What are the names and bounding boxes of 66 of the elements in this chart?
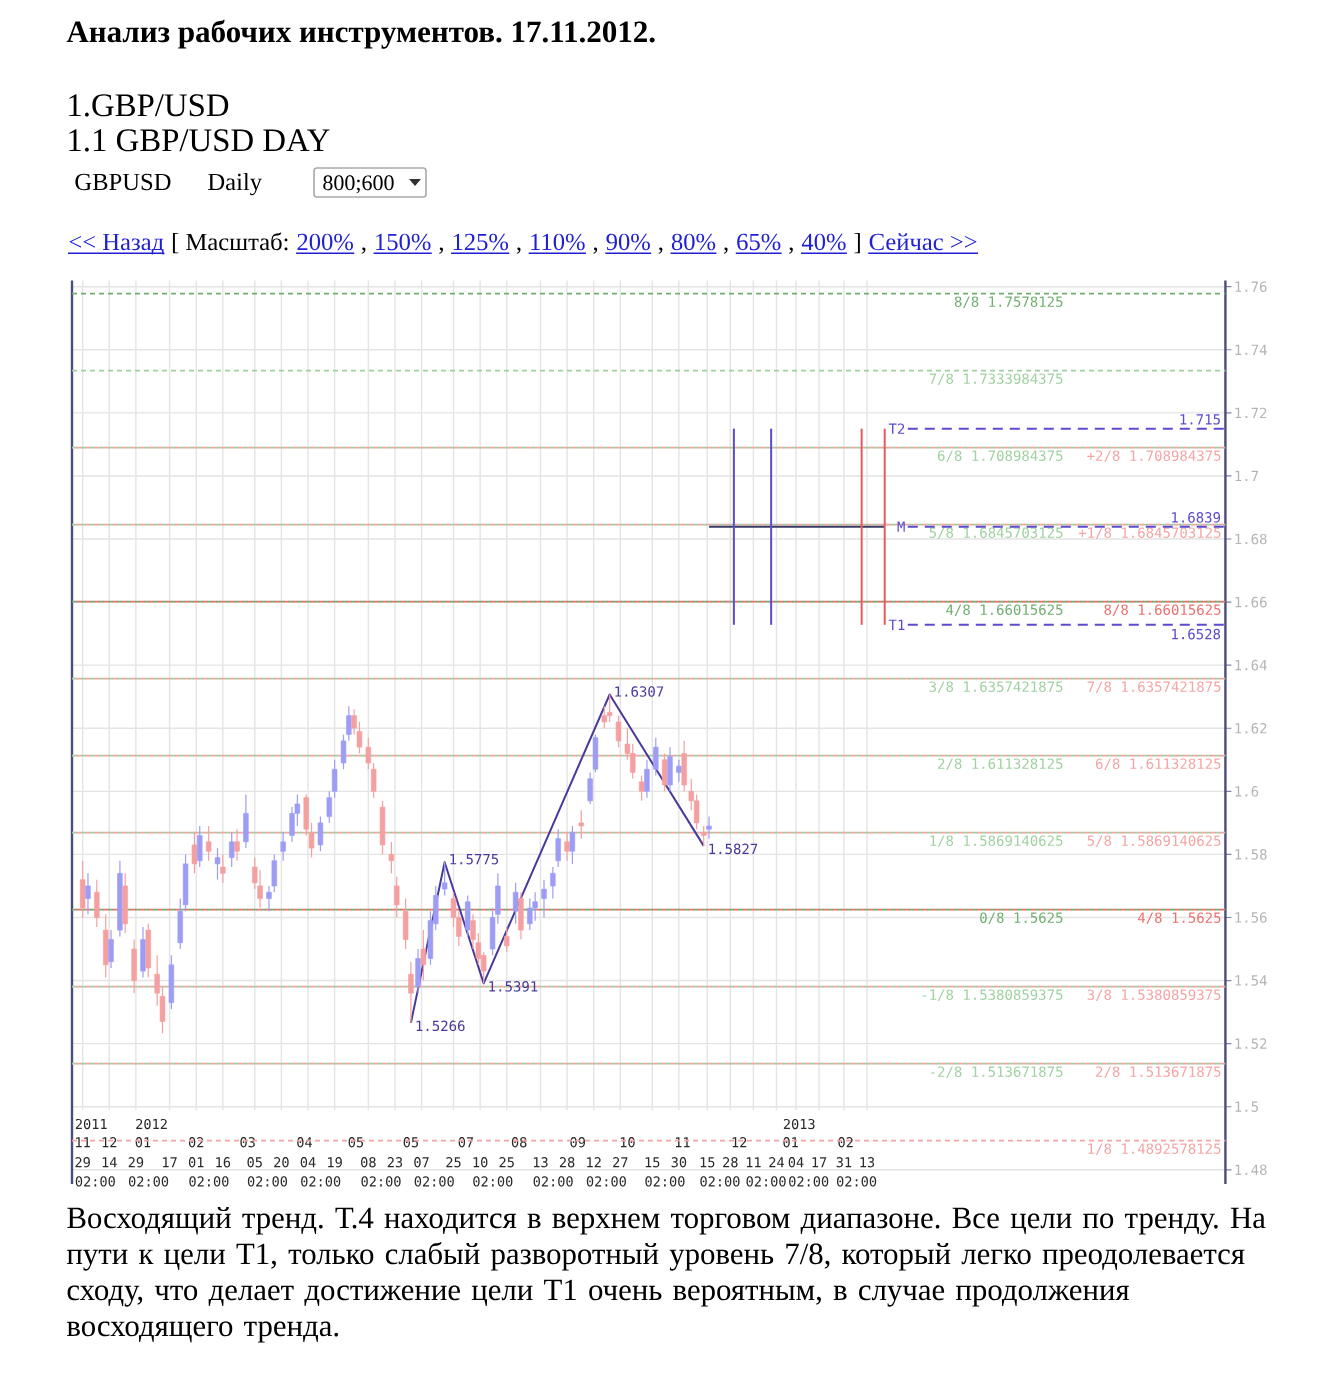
- text: 90%: [606, 233, 650, 251]
- text: 1.1 GBP/USD DAY: [69, 129, 330, 152]
- text: ,: [516, 247, 521, 254]
- text: 200%: [297, 233, 353, 251]
- candlestick: [441, 861, 448, 897]
- text: 110%: [531, 233, 585, 251]
- candlestick: [504, 926, 510, 953]
- candlestick: [108, 929, 114, 969]
- candlestick: [94, 879, 100, 928]
- candlestick: [79, 860, 86, 919]
- candlestick: [532, 891, 538, 922]
- text: 65%: [737, 233, 781, 251]
- text: ,: [439, 247, 443, 254]
- text: ,: [723, 247, 728, 254]
- candlestick: [103, 913, 109, 979]
- text: 125%: [453, 233, 509, 251]
- text: 800;600: [323, 175, 394, 194]
- text: << Назад: [69, 233, 164, 255]
- text: 40%: [801, 233, 846, 251]
- candlestick: [706, 815, 712, 840]
- candlestick: [85, 872, 91, 915]
- candlestick: [145, 923, 151, 979]
- text: ,: [593, 247, 598, 254]
- candlestick: [518, 891, 524, 941]
- text: ,: [361, 247, 366, 254]
- candlestick: [122, 872, 128, 934]
- text: Восходящий тренд. Т.4 находится в верхнем торговом диапазоне. Все цели по тренду. На пути к цели Т1, только слабый разворотный уровень 7/8, который легко преодолевается сходу, что делает достижение цели Т1 очень вероятным, в случае продолжения восходящего тренда.: [66, 1206, 1266, 1343]
- candlestick: [667, 746, 673, 792]
- candlestick: [140, 926, 146, 979]
- candlestick: [402, 897, 409, 950]
- chart-title: Анализ рабочих инструментов. 17.11.2012.: [66, 19, 655, 49]
- text: ,: [789, 247, 793, 254]
- candlestick: [220, 853, 226, 884]
- text: ]: [854, 232, 860, 254]
- text: Сейчас >>: [869, 233, 977, 251]
- line-series: [409, 693, 705, 1024]
- candlestick: [214, 847, 221, 881]
- candlestick: [280, 831, 286, 862]
- candlestick: [420, 929, 427, 982]
- candlestick: [555, 828, 561, 868]
- candlestick: [394, 875, 400, 919]
- candlestick: [606, 693, 613, 723]
- text: 80%: [671, 233, 716, 251]
- candlestick: [512, 882, 519, 925]
- candlestick: [569, 825, 576, 865]
- chart-subtitle: 1.GBP/USD: [69, 94, 229, 117]
- text: [ Масштаб:: [172, 232, 288, 254]
- candlestick: [229, 831, 235, 868]
- candlestick: [465, 894, 471, 938]
- candlestick: [243, 793, 249, 849]
- candlestick: [638, 774, 645, 802]
- text: Daily: [208, 172, 262, 196]
- candlestick: [587, 771, 593, 805]
- text: 150%: [376, 233, 431, 251]
- candlestick: [592, 733, 599, 774]
- candlestick: [541, 879, 547, 919]
- text: GBPUSD: [75, 173, 171, 191]
- candlestick: [550, 866, 556, 900]
- candlestick: [197, 825, 203, 868]
- text: ,: [658, 247, 663, 254]
- candlestick: [415, 948, 421, 994]
- candlestick: [615, 715, 622, 748]
- candlestick: [168, 954, 175, 1010]
- candlestick: [388, 841, 395, 874]
- candlestick: [317, 815, 324, 852]
- candlestick: [527, 897, 533, 931]
